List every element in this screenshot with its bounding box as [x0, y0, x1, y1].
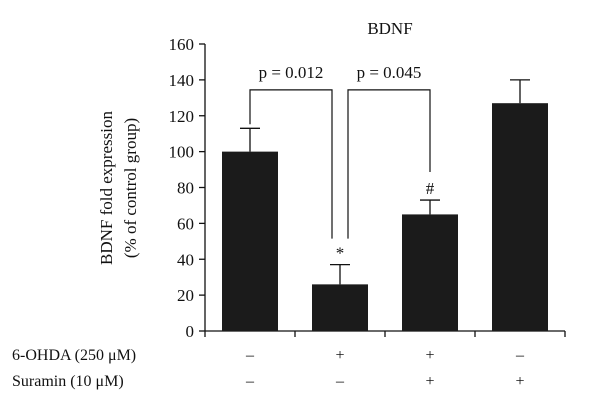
y-axis-label-line1: BDNF fold expression — [97, 111, 116, 265]
treatment-row-label: Suramin (10 μM) — [12, 373, 124, 390]
y-tick-label: 160 — [169, 35, 195, 54]
error-bars — [240, 79, 530, 285]
treatment-mark: + — [515, 373, 524, 390]
y-tick-label: 120 — [169, 107, 195, 126]
y-tick-label: 80 — [177, 179, 194, 198]
y-tick-label: 60 — [177, 214, 194, 233]
y-tick-label: 0 — [186, 322, 195, 341]
comparison-bracket — [249, 89, 333, 239]
significance-marker: # — [426, 179, 435, 198]
treatment-mark: – — [245, 347, 255, 364]
y-axis-label: BDNF fold expression (% of control group… — [97, 111, 140, 265]
comparison-bracket — [347, 89, 431, 239]
y-tick-label: 100 — [169, 143, 195, 162]
treatment-mark: + — [335, 347, 344, 364]
bar — [492, 103, 548, 331]
y-tick-label: 40 — [177, 250, 194, 269]
bar — [402, 214, 458, 331]
y-tick-label: 140 — [169, 71, 195, 90]
y-axis-label-line2: (% of control group) — [121, 118, 140, 258]
treatment-table: 6-OHDA (250 μM) – + + – Suramin (10 μM) – – + + — [12, 347, 525, 390]
treatment-mark: + — [425, 373, 434, 390]
treatment-mark: + — [425, 347, 434, 364]
axes: 0 20 40 60 80 100 120 140 160 — [169, 35, 566, 341]
treatment-mark: – — [245, 373, 255, 390]
comparison-label: p = 0.045 — [357, 63, 422, 82]
bars — [222, 103, 548, 331]
treatment-row-label: 6-OHDA (250 μM) — [12, 347, 136, 364]
bar — [312, 284, 368, 331]
significance-annotations: * # p = 0.012 p = 0.045 — [249, 63, 435, 263]
bar — [222, 151, 278, 331]
chart-title: BDNF — [367, 19, 412, 38]
significance-marker: * — [336, 244, 345, 263]
treatment-mark: – — [335, 373, 345, 390]
treatment-mark: – — [515, 347, 525, 364]
comparison-label: p = 0.012 — [259, 63, 324, 82]
y-tick-label: 20 — [177, 286, 194, 305]
